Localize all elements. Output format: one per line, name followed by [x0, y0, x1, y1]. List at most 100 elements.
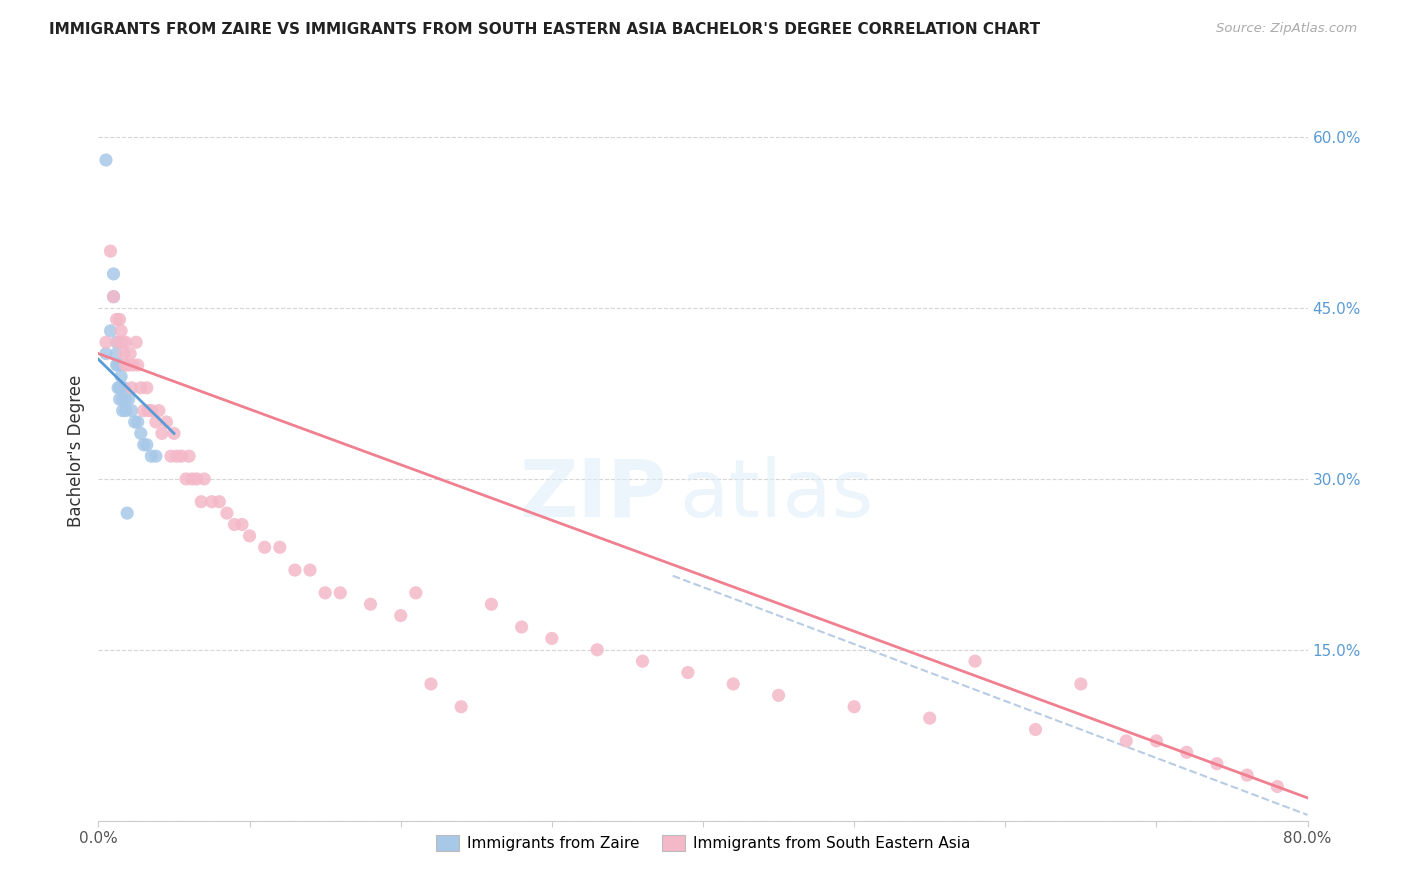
Point [676, 665, 699, 680]
Point [723, 677, 745, 691]
Point [110, 324, 132, 338]
Point [129, 381, 152, 395]
Point [110, 381, 132, 395]
Point [108, 312, 131, 326]
Point [114, 358, 136, 372]
Point [111, 335, 134, 350]
Point [918, 711, 941, 725]
Point [141, 403, 163, 417]
Point [121, 403, 143, 417]
Point [389, 608, 412, 623]
Point [253, 541, 276, 555]
Point [136, 403, 159, 417]
Point [193, 472, 215, 486]
Point [135, 438, 157, 452]
Point [190, 494, 212, 508]
Legend: Immigrants from Zaire, Immigrants from South Eastern Asia: Immigrants from Zaire, Immigrants from S… [430, 830, 976, 857]
Point [145, 415, 167, 429]
Point [122, 358, 145, 372]
Point [135, 381, 157, 395]
Point [127, 358, 149, 372]
Point [100, 324, 122, 338]
Point [141, 449, 163, 463]
Point [118, 392, 141, 407]
Point [405, 586, 427, 600]
Point [269, 541, 291, 555]
Point [111, 392, 134, 407]
Point [105, 312, 128, 326]
Point [631, 654, 654, 668]
Point [540, 632, 562, 646]
Point [481, 597, 503, 611]
Point [768, 689, 790, 703]
Point [105, 358, 128, 372]
Point [120, 346, 142, 360]
Point [114, 403, 136, 417]
Point [150, 426, 173, 441]
Point [360, 597, 382, 611]
Text: IMMIGRANTS FROM ZAIRE VS IMMIGRANTS FROM SOUTH EASTERN ASIA BACHELOR'S DEGREE CO: IMMIGRANTS FROM ZAIRE VS IMMIGRANTS FROM… [49, 22, 1040, 37]
Point [844, 699, 866, 714]
Point [112, 346, 135, 360]
Point [201, 494, 224, 508]
Point [121, 381, 143, 395]
Point [160, 449, 183, 463]
Point [107, 381, 129, 395]
Point [1206, 756, 1229, 771]
Point [94, 346, 117, 360]
Point [105, 346, 128, 360]
Point [510, 620, 533, 634]
Point [1024, 723, 1046, 737]
Text: Source: ZipAtlas.com: Source: ZipAtlas.com [1216, 22, 1357, 36]
Point [1236, 768, 1258, 782]
Point [145, 449, 167, 463]
Point [284, 563, 307, 577]
Point [94, 335, 117, 350]
Point [103, 290, 125, 304]
Point [125, 335, 148, 350]
Point [215, 506, 238, 520]
Point [1175, 745, 1198, 759]
Point [100, 244, 122, 259]
Point [148, 403, 170, 417]
Point [107, 358, 129, 372]
Point [108, 392, 131, 407]
Point [179, 449, 201, 463]
Point [224, 517, 246, 532]
Point [299, 563, 322, 577]
Point [107, 335, 129, 350]
Point [965, 654, 987, 668]
Point [329, 586, 352, 600]
Point [1115, 734, 1137, 748]
Point [181, 472, 204, 486]
Point [124, 415, 146, 429]
Point [163, 426, 186, 441]
Point [94, 153, 117, 167]
Point [114, 335, 136, 350]
Text: atlas: atlas [679, 456, 873, 534]
Point [103, 267, 125, 281]
Point [450, 699, 472, 714]
Point [108, 381, 131, 395]
Point [111, 403, 134, 417]
Point [231, 517, 253, 532]
Point [586, 642, 609, 657]
Point [186, 472, 208, 486]
Point [115, 506, 138, 520]
Point [314, 586, 336, 600]
Point [208, 494, 231, 508]
Text: ZIP: ZIP [519, 456, 666, 534]
Point [170, 449, 193, 463]
Point [1144, 734, 1167, 748]
Point [155, 415, 177, 429]
Point [110, 369, 132, 384]
Point [129, 426, 152, 441]
Point [132, 403, 155, 417]
Point [127, 415, 149, 429]
Point [239, 529, 262, 543]
Point [105, 335, 128, 350]
Y-axis label: Bachelor's Degree: Bachelor's Degree [66, 375, 84, 526]
Point [118, 358, 141, 372]
Point [103, 290, 125, 304]
Point [112, 381, 135, 395]
